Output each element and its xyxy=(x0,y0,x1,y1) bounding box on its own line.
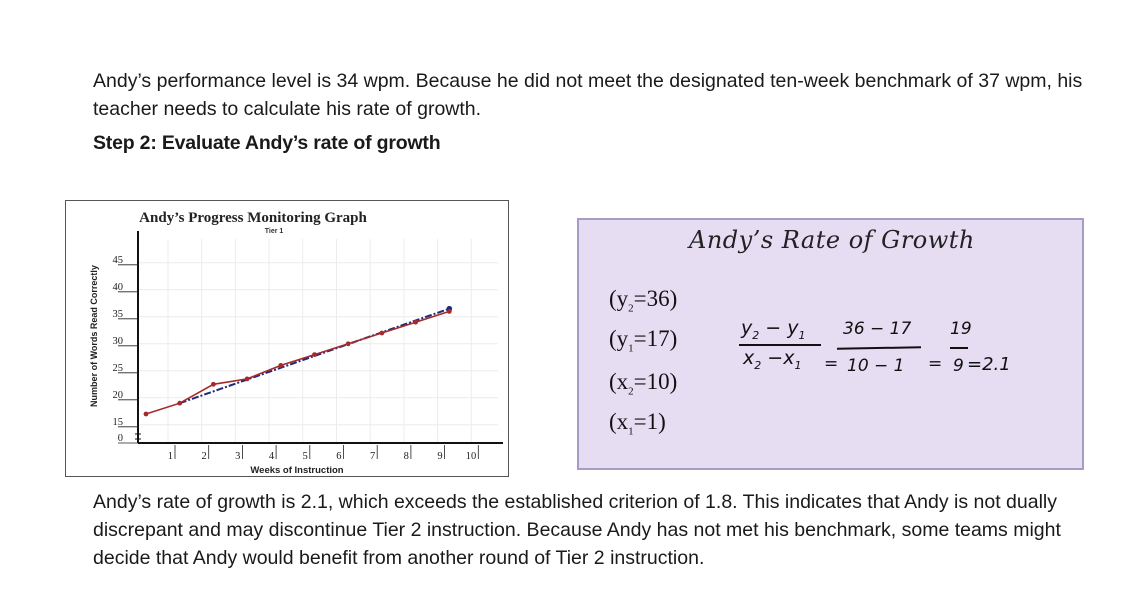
rate-of-growth-box: Andy’s Rate of Growth (y2=36) (y1=17) (x… xyxy=(577,218,1084,470)
progress-data-point xyxy=(312,352,317,357)
x-tick-label: 10 xyxy=(466,451,477,462)
x-tick-label: 8 xyxy=(404,451,409,462)
x-tick-label: 4 xyxy=(269,451,275,462)
formula-denominator: x2 −x1 xyxy=(743,347,802,372)
formula-equals-2: = xyxy=(928,354,943,374)
formula-equals-1: = xyxy=(824,354,839,374)
formula-result: =2.1 xyxy=(967,354,1011,375)
progress-data-point xyxy=(413,319,418,325)
x-tick-label: 5 xyxy=(303,451,308,462)
y-tick-label: 15 xyxy=(113,417,124,428)
graph-canvas: Andy’s Progress Monitoring Graph Tier 1 … xyxy=(89,210,503,476)
x-tick-label: 1 xyxy=(168,451,173,462)
conclusion-paragraph: Andy’s rate of growth is 2.1, which exce… xyxy=(93,491,1061,569)
x-tick-label: 6 xyxy=(336,451,341,462)
x-tick-label: 2 xyxy=(201,451,206,462)
y-tick-label: 35 xyxy=(113,309,124,320)
step-heading: Step 2: Evaluate Andy’s rate of growth xyxy=(93,132,441,154)
progress-data-point xyxy=(446,309,452,314)
variable-x2: (x2=10) xyxy=(609,369,678,398)
progress-line xyxy=(145,310,450,415)
graph-x-axis-label: Weeks of Instruction xyxy=(250,465,343,476)
formula-sub-denominator: 10 − 1 xyxy=(847,356,905,376)
x-tick-label: 7 xyxy=(370,451,375,462)
graph-title: Andy’s Progress Monitoring Graph xyxy=(139,210,367,226)
progress-data-point xyxy=(211,381,216,387)
formula-sub-numerator: 36 − 17 xyxy=(843,319,912,339)
formula-fraction-bar xyxy=(739,344,821,346)
progress-monitoring-graph: Andy’s Progress Monitoring Graph Tier 1 … xyxy=(65,200,509,477)
progress-data-point xyxy=(379,330,385,336)
progress-data-point xyxy=(177,400,183,406)
variable-list: (y2=36) (y1=17) (x2=10) (x1=1) xyxy=(609,284,677,446)
y-tick-label: 20 xyxy=(113,390,124,401)
progress-data-point xyxy=(143,411,149,417)
x-tick-label: 9 xyxy=(437,451,442,462)
growth-box-title: Andy’s Rate of Growth xyxy=(689,226,975,254)
graph-series xyxy=(143,305,453,417)
graph-grid xyxy=(138,239,498,443)
formula-frac-numerator: 19 xyxy=(950,319,972,339)
formula-numerator: y2 − y1 xyxy=(741,317,806,342)
progress-data-point xyxy=(278,363,284,368)
formula-frac-bar xyxy=(950,347,968,349)
graph-subtitle: Tier 1 xyxy=(265,228,284,235)
intro-paragraph: Andy’s performance level is 34 wpm. Beca… xyxy=(93,70,1083,120)
y-tick-label: 40 xyxy=(113,282,124,293)
graph-y-axis-label: Number of Words Read Correctly xyxy=(89,265,99,407)
y-tick-label: 30 xyxy=(113,336,124,347)
y-tick-label: 25 xyxy=(113,363,124,374)
x-tick-label: 3 xyxy=(235,451,240,462)
graph-axes xyxy=(135,231,503,444)
progress-data-point xyxy=(345,341,351,347)
progress-data-point xyxy=(244,376,250,382)
y-tick-label: 45 xyxy=(113,255,124,266)
y-tick-label: 0 xyxy=(118,433,123,444)
trend-line xyxy=(179,307,450,405)
variable-y1: (y1=17) xyxy=(609,325,678,355)
variable-y2: (y2=36) xyxy=(609,286,678,315)
formula-frac-denominator: 9 xyxy=(953,356,964,376)
formula-sub-fraction-bar xyxy=(836,346,922,350)
variable-x1: (x1=1) xyxy=(609,408,666,438)
